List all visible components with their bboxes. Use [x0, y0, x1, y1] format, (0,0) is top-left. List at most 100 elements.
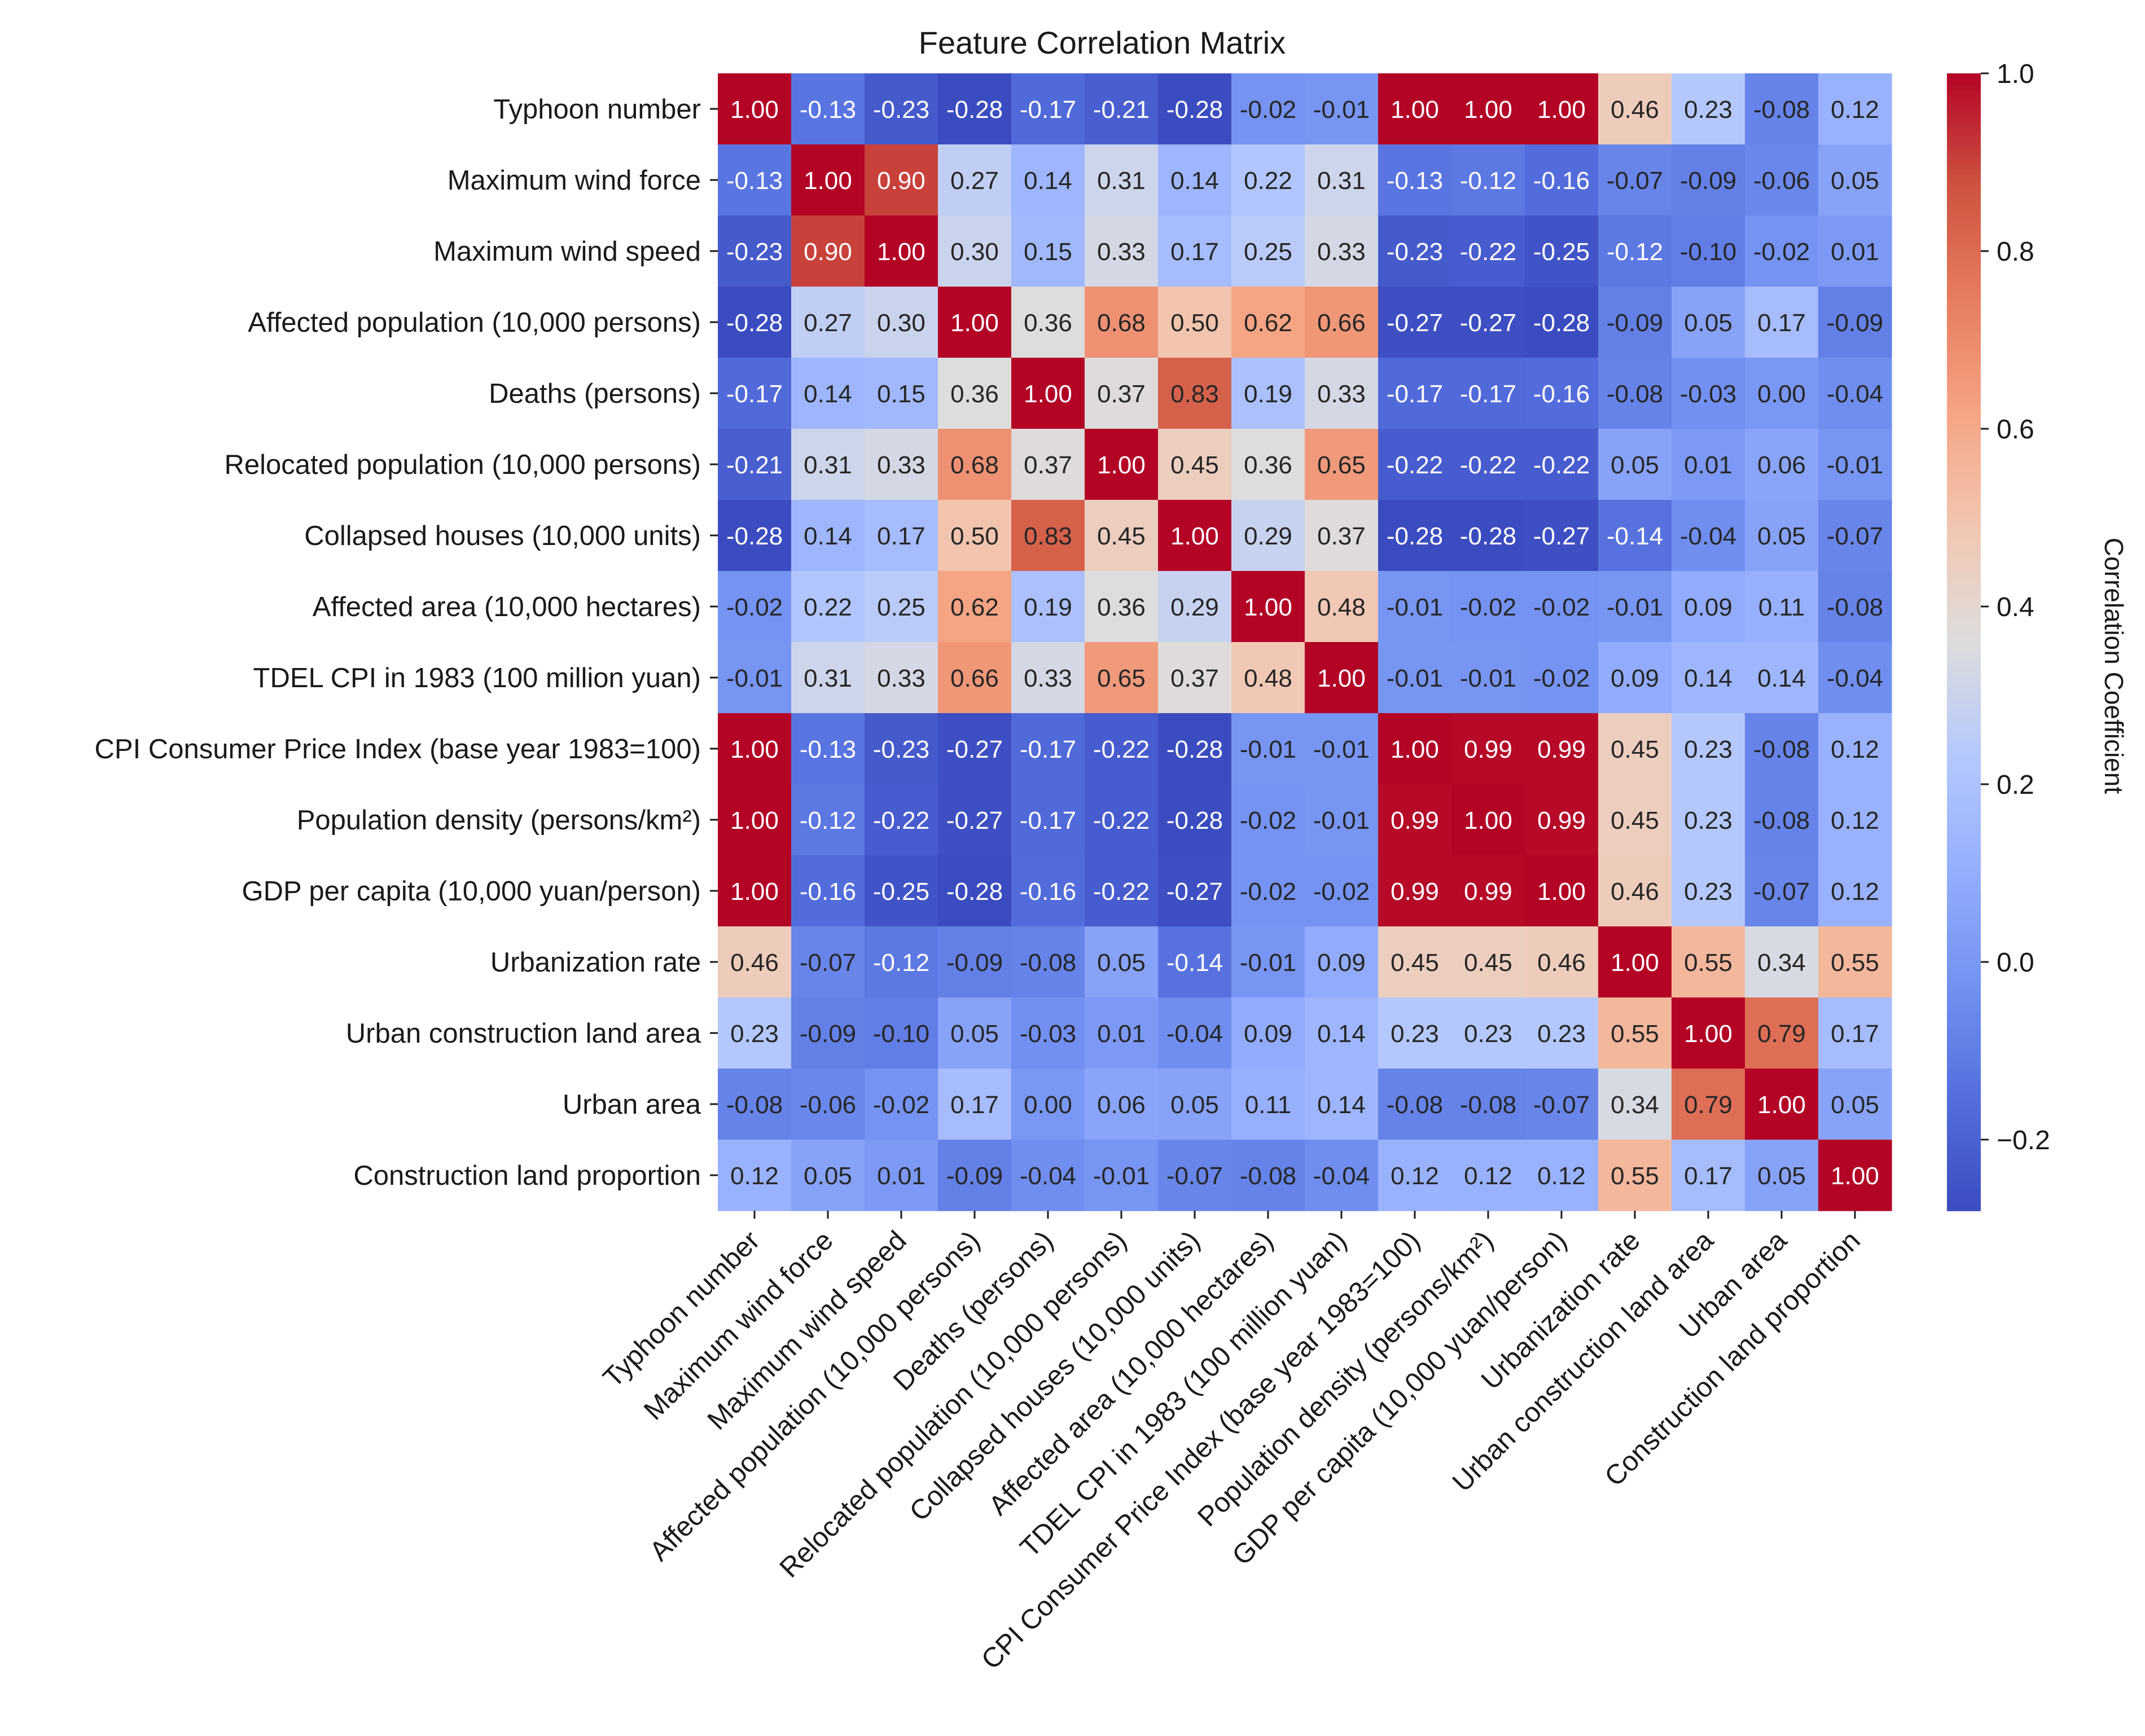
heatmap-cell [938, 500, 1012, 572]
heatmap-cell-value: 1.00 [1097, 451, 1146, 479]
colorbar-gradient-segment [1947, 323, 1981, 330]
heatmap-cell-value: 0.33 [1317, 380, 1366, 408]
colorbar-gradient-segment [1947, 733, 1981, 740]
colorbar-gradient-segment [1947, 829, 1981, 836]
heatmap-cell [1305, 287, 1379, 358]
colorbar-gradient-segment [1947, 1080, 1981, 1087]
heatmap-cell-value: -0.28 [1533, 309, 1590, 337]
heatmap-cell [1231, 287, 1305, 358]
heatmap-cell [1011, 571, 1085, 643]
heatmap-cell [1231, 1069, 1305, 1140]
heatmap-cell-value: -0.07 [1753, 878, 1810, 906]
heatmap-cell [1745, 429, 1819, 500]
heatmap-cell [1672, 144, 1745, 216]
heatmap-cell [1525, 429, 1599, 500]
heatmap-cell-value: -0.04 [1020, 1162, 1076, 1190]
heatmap-cell-value: 0.45 [1390, 949, 1439, 977]
heatmap-cell-value: -0.13 [1387, 167, 1443, 195]
colorbar-gradient-segment [1947, 534, 1981, 540]
colorbar-gradient-segment [1947, 818, 1981, 825]
colorbar-gradient-segment [1947, 1017, 1981, 1024]
colorbar-gradient-segment [1947, 750, 1981, 757]
heatmap-cell-value: 1.00 [1684, 1020, 1732, 1048]
heatmap-cell-value: -0.12 [1460, 167, 1516, 195]
heatmap-cell [791, 429, 865, 500]
heatmap-cell [1305, 926, 1379, 998]
heatmap-cell [1451, 144, 1525, 216]
heatmap-cell-value: -0.27 [946, 807, 1003, 834]
heatmap-cell [1085, 855, 1159, 927]
heatmap-cell [791, 73, 865, 145]
heatmap-cell-value: 0.55 [1684, 949, 1732, 977]
heatmap-cell [865, 713, 938, 785]
heatmap-cell-value: 0.06 [1097, 1091, 1146, 1119]
heatmap-cell-value: -0.03 [1020, 1020, 1076, 1048]
heatmap-cell-value: 0.36 [1097, 594, 1146, 621]
heatmap-cell [718, 997, 792, 1069]
heatmap-cell-value: 0.62 [1244, 309, 1292, 337]
colorbar-gradient-segment [1947, 1193, 1981, 1200]
colorbar-gradient-segment [1947, 465, 1981, 472]
heatmap-cell-value: 0.99 [1390, 878, 1439, 906]
colorbar-label: Correlation Coefficient [2099, 538, 2129, 794]
heatmap-cell [1231, 144, 1305, 216]
heatmap-cell [791, 1140, 865, 1211]
heatmap-cell [791, 1069, 865, 1140]
heatmap-cell-value: -0.17 [1020, 807, 1076, 834]
colorbar-gradient-segment [1947, 1205, 1981, 1211]
heatmap-cell [1451, 784, 1525, 856]
heatmap-cell-value: 0.01 [877, 1162, 925, 1190]
colorbar-gradient-segment [1947, 1119, 1981, 1126]
colorbar-gradient-segment [1947, 716, 1981, 722]
colorbar-gradient-segment [1947, 204, 1981, 210]
heatmap-cell [1085, 500, 1159, 572]
colorbar-gradient-segment [1947, 159, 1981, 165]
heatmap-cell-value: -0.09 [1827, 309, 1883, 337]
heatmap-cell-value: -0.01 [1313, 736, 1370, 763]
colorbar-gradient-segment [1947, 153, 1981, 159]
heatmap-cell [1818, 429, 1892, 500]
heatmap-cell-value: -0.04 [1313, 1162, 1370, 1190]
heatmap-cell-value: 0.99 [1464, 878, 1512, 906]
heatmap-cell [1231, 500, 1305, 572]
heatmap-cell [718, 429, 792, 500]
heatmap-cell-value: 0.00 [1757, 380, 1806, 408]
heatmap-cell-value: -0.01 [1240, 949, 1296, 977]
heatmap-cell-value: 0.09 [1317, 949, 1366, 977]
heatmap-cell [1378, 855, 1452, 927]
colorbar-gradient-segment [1947, 1040, 1981, 1047]
y-tick-label: Deaths (persons) [489, 379, 701, 409]
heatmap-cell-value: 0.29 [1170, 594, 1219, 621]
heatmap-cell-value: 0.01 [1097, 1020, 1146, 1048]
heatmap-cell-value: 0.12 [1831, 96, 1879, 124]
colorbar-gradient-segment [1947, 1012, 1981, 1018]
heatmap-cell-value: -0.25 [873, 878, 929, 906]
colorbar-gradient-segment [1947, 585, 1981, 592]
heatmap-cell [1525, 1069, 1599, 1140]
colorbar-gradient-segment [1947, 790, 1981, 796]
heatmap-cell-value: -0.28 [1387, 522, 1443, 550]
heatmap-cell-value: 0.09 [1611, 665, 1659, 692]
heatmap-cell-value: 0.05 [804, 1162, 852, 1190]
heatmap-cell [1745, 358, 1819, 429]
colorbar-gradient-segment [1947, 886, 1981, 893]
heatmap-cell [1378, 1140, 1452, 1211]
heatmap-cell [1231, 784, 1305, 856]
heatmap-cell-value: -0.22 [873, 807, 929, 834]
heatmap-cell [1451, 1069, 1525, 1140]
heatmap-cell [791, 287, 865, 358]
heatmap-cell [718, 713, 792, 785]
colorbar-gradient-segment [1947, 574, 1981, 580]
heatmap-cell-value: 0.05 [1757, 522, 1806, 550]
heatmap-cell-value: -0.08 [726, 1091, 783, 1119]
colorbar-gradient-segment [1947, 1097, 1981, 1104]
y-tick-label: Collapsed houses (10,000 units) [304, 521, 701, 551]
heatmap-cell-value: 0.25 [1244, 238, 1292, 266]
colorbar-gradient-segment [1947, 408, 1981, 415]
colorbar-gradient-segment [1947, 318, 1981, 324]
colorbar-gradient-segment [1947, 312, 1981, 319]
colorbar-gradient-segment [1947, 869, 1981, 876]
heatmap-cell [1158, 429, 1232, 500]
heatmap-cell-value: 0.05 [1684, 309, 1732, 337]
